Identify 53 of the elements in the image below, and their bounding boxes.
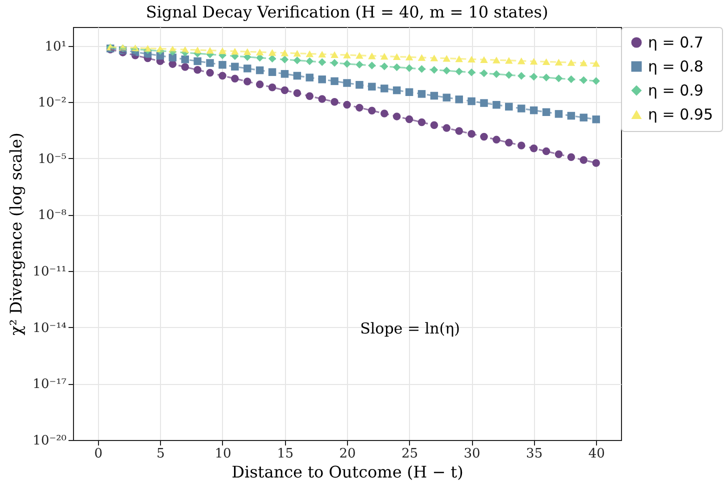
point [455,55,463,62]
x-tick-label: 5 [156,446,165,462]
y-tick-label: 10⁻¹⁷ [32,377,66,392]
point [580,114,588,122]
point [392,53,401,60]
point [554,58,563,66]
x-tick-label: 25 [402,446,418,462]
x-tick-label: 15 [276,446,294,462]
point [542,74,550,82]
y-axis-title: χ² Divergence (log scale) [6,132,26,336]
point [405,54,414,60]
point [480,99,488,107]
point [293,50,302,57]
point [206,47,214,54]
point [492,56,500,64]
legend-label: η = 0.9 [648,82,704,100]
annotation: Slope = ln(η) [360,319,460,338]
y-tick-label: 10⁻⁸ [38,208,66,224]
point [280,70,289,78]
point [318,76,326,84]
chart-title: Signal Decay Verification (H = 40, m = 10 states) [146,2,548,22]
legend-label: η = 0.7 [648,34,704,52]
y-tick-label: 10⁻¹⁴ [32,320,66,336]
point [243,64,252,72]
point [194,57,202,66]
point [592,116,600,124]
point [380,84,388,92]
point [343,79,351,87]
point [505,57,513,64]
y-tick-label: 10⁻¹¹ [32,264,66,280]
x-tick-label: 10 [214,446,232,462]
y-tick-label: 10⁻² [38,96,66,111]
x-tick-label: 40 [588,446,605,462]
point [343,52,351,58]
y-tick-label: 10⁻²⁰ [32,434,66,448]
point [442,94,451,102]
legend-label: η = 0.8 [648,58,704,76]
x-axis-title: Distance to Outcome (H − t) [232,462,464,482]
x-tick-label: 35 [526,446,543,462]
point [592,159,600,167]
point [256,48,264,56]
y-tick-label: 10⁻⁵ [38,152,66,167]
point [455,96,463,104]
legend-label: η = 0.95 [648,106,714,124]
x-tick-label: 0 [94,446,103,462]
x-tick-label: 30 [464,446,480,462]
point [206,59,214,67]
x-tick-label: 20 [339,446,356,462]
point [343,60,351,68]
point [330,77,338,86]
point [243,48,252,56]
point [356,52,364,59]
y-tick-label: 10¹ [44,39,66,54]
